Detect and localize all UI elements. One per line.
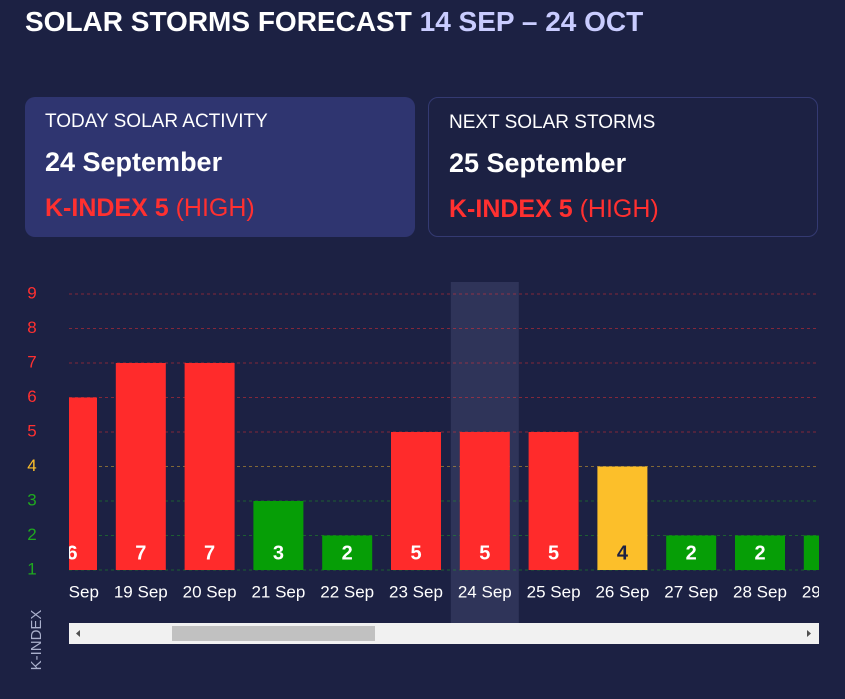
y-tick-label: 2: [27, 525, 36, 544]
card-label: NEXT SOLAR STORMS: [449, 112, 656, 133]
k-index: K-INDEX 5: [45, 194, 169, 222]
scroll-right[interactable]: [807, 630, 811, 637]
x-tick-label: 27 Sep: [664, 582, 718, 601]
y-tick-label: 9: [27, 283, 36, 302]
header: SOLAR STORMS FORECAST 14 SEP – 24 OCT: [25, 6, 643, 38]
bar: [184, 363, 235, 570]
scrollbar[interactable]: [69, 623, 819, 644]
bar: [253, 501, 304, 570]
value-label: 4: [617, 542, 629, 564]
y-tick-label: 4: [27, 456, 36, 475]
value-label: 5: [548, 542, 559, 564]
y-tick-label: 7: [27, 352, 36, 371]
bar: [666, 535, 717, 570]
y-tick-label: 3: [27, 490, 36, 509]
plot-background: [69, 282, 819, 623]
card-label: TODAY SOLAR ACTIVITY: [45, 111, 268, 132]
next-card: NEXT SOLAR STORMS 25 September K-INDEX 5…: [428, 97, 818, 237]
scroll-left[interactable]: [76, 630, 80, 637]
x-tick-label: 26 Sep: [595, 582, 649, 601]
bar: [735, 535, 785, 570]
today-card: TODAY SOLAR ACTIVITY 24 September K-INDE…: [25, 97, 415, 237]
y-tick-label: 1: [27, 559, 36, 578]
value-label: 2: [686, 542, 697, 564]
card-date: 24 September: [45, 147, 223, 177]
value-label: 7: [135, 542, 146, 564]
x-tick-label: 20 Sep: [183, 582, 237, 601]
bar: [528, 432, 579, 570]
card-index: K-INDEX 5 (HIGH): [45, 194, 255, 223]
value-label: 6: [66, 542, 77, 564]
value-label: 7: [204, 542, 215, 564]
bar: [391, 432, 441, 570]
y-tick-label: 6: [27, 387, 36, 406]
bar: [803, 535, 819, 570]
value-label: 2: [754, 542, 765, 564]
x-tick-label: 28 Sep: [733, 582, 787, 601]
scroll-thumb[interactable]: [172, 626, 375, 641]
bar: [597, 466, 648, 570]
value-label: 2: [823, 542, 834, 564]
x-tick-label: 18 Sep: [45, 582, 99, 601]
card-date: 25 September: [449, 148, 627, 178]
level: (HIGH): [579, 195, 659, 223]
x-tick-label: 19 Sep: [114, 582, 168, 601]
value-label: 2: [342, 542, 353, 564]
y-tick-label: 8: [27, 318, 36, 337]
bar: [459, 432, 510, 570]
bar: [115, 363, 166, 570]
date-range: 14 SEP – 24 OCT: [419, 6, 644, 37]
level: (HIGH): [175, 194, 255, 222]
x-tick-label: 23 Sep: [389, 582, 443, 601]
x-tick-label: 21 Sep: [251, 582, 305, 601]
x-tick-label: 22 Sep: [320, 582, 374, 601]
k-index: K-INDEX 5: [449, 195, 573, 223]
plot-area: 6 18 Sep 7 19 Sep 7 20 Sep 3 21 Sep 2 22 Sep 5 23 S…: [45, 363, 845, 601]
value-label: 5: [410, 542, 421, 564]
bar: [322, 535, 373, 570]
value-label: 5: [479, 542, 490, 564]
x-tick-label: 29 Sep: [802, 582, 845, 601]
x-tick-label: 24 Sep: [458, 582, 512, 601]
title: SOLAR STORMS FORECAST: [25, 6, 412, 37]
y-axis-title: K-INDEX: [28, 610, 45, 671]
value-label: 3: [273, 542, 284, 564]
bar: [69, 397, 97, 570]
y-tick-label: 5: [27, 421, 36, 440]
card-index: K-INDEX 5 (HIGH): [449, 195, 659, 224]
x-tick-label: 25 Sep: [527, 582, 581, 601]
